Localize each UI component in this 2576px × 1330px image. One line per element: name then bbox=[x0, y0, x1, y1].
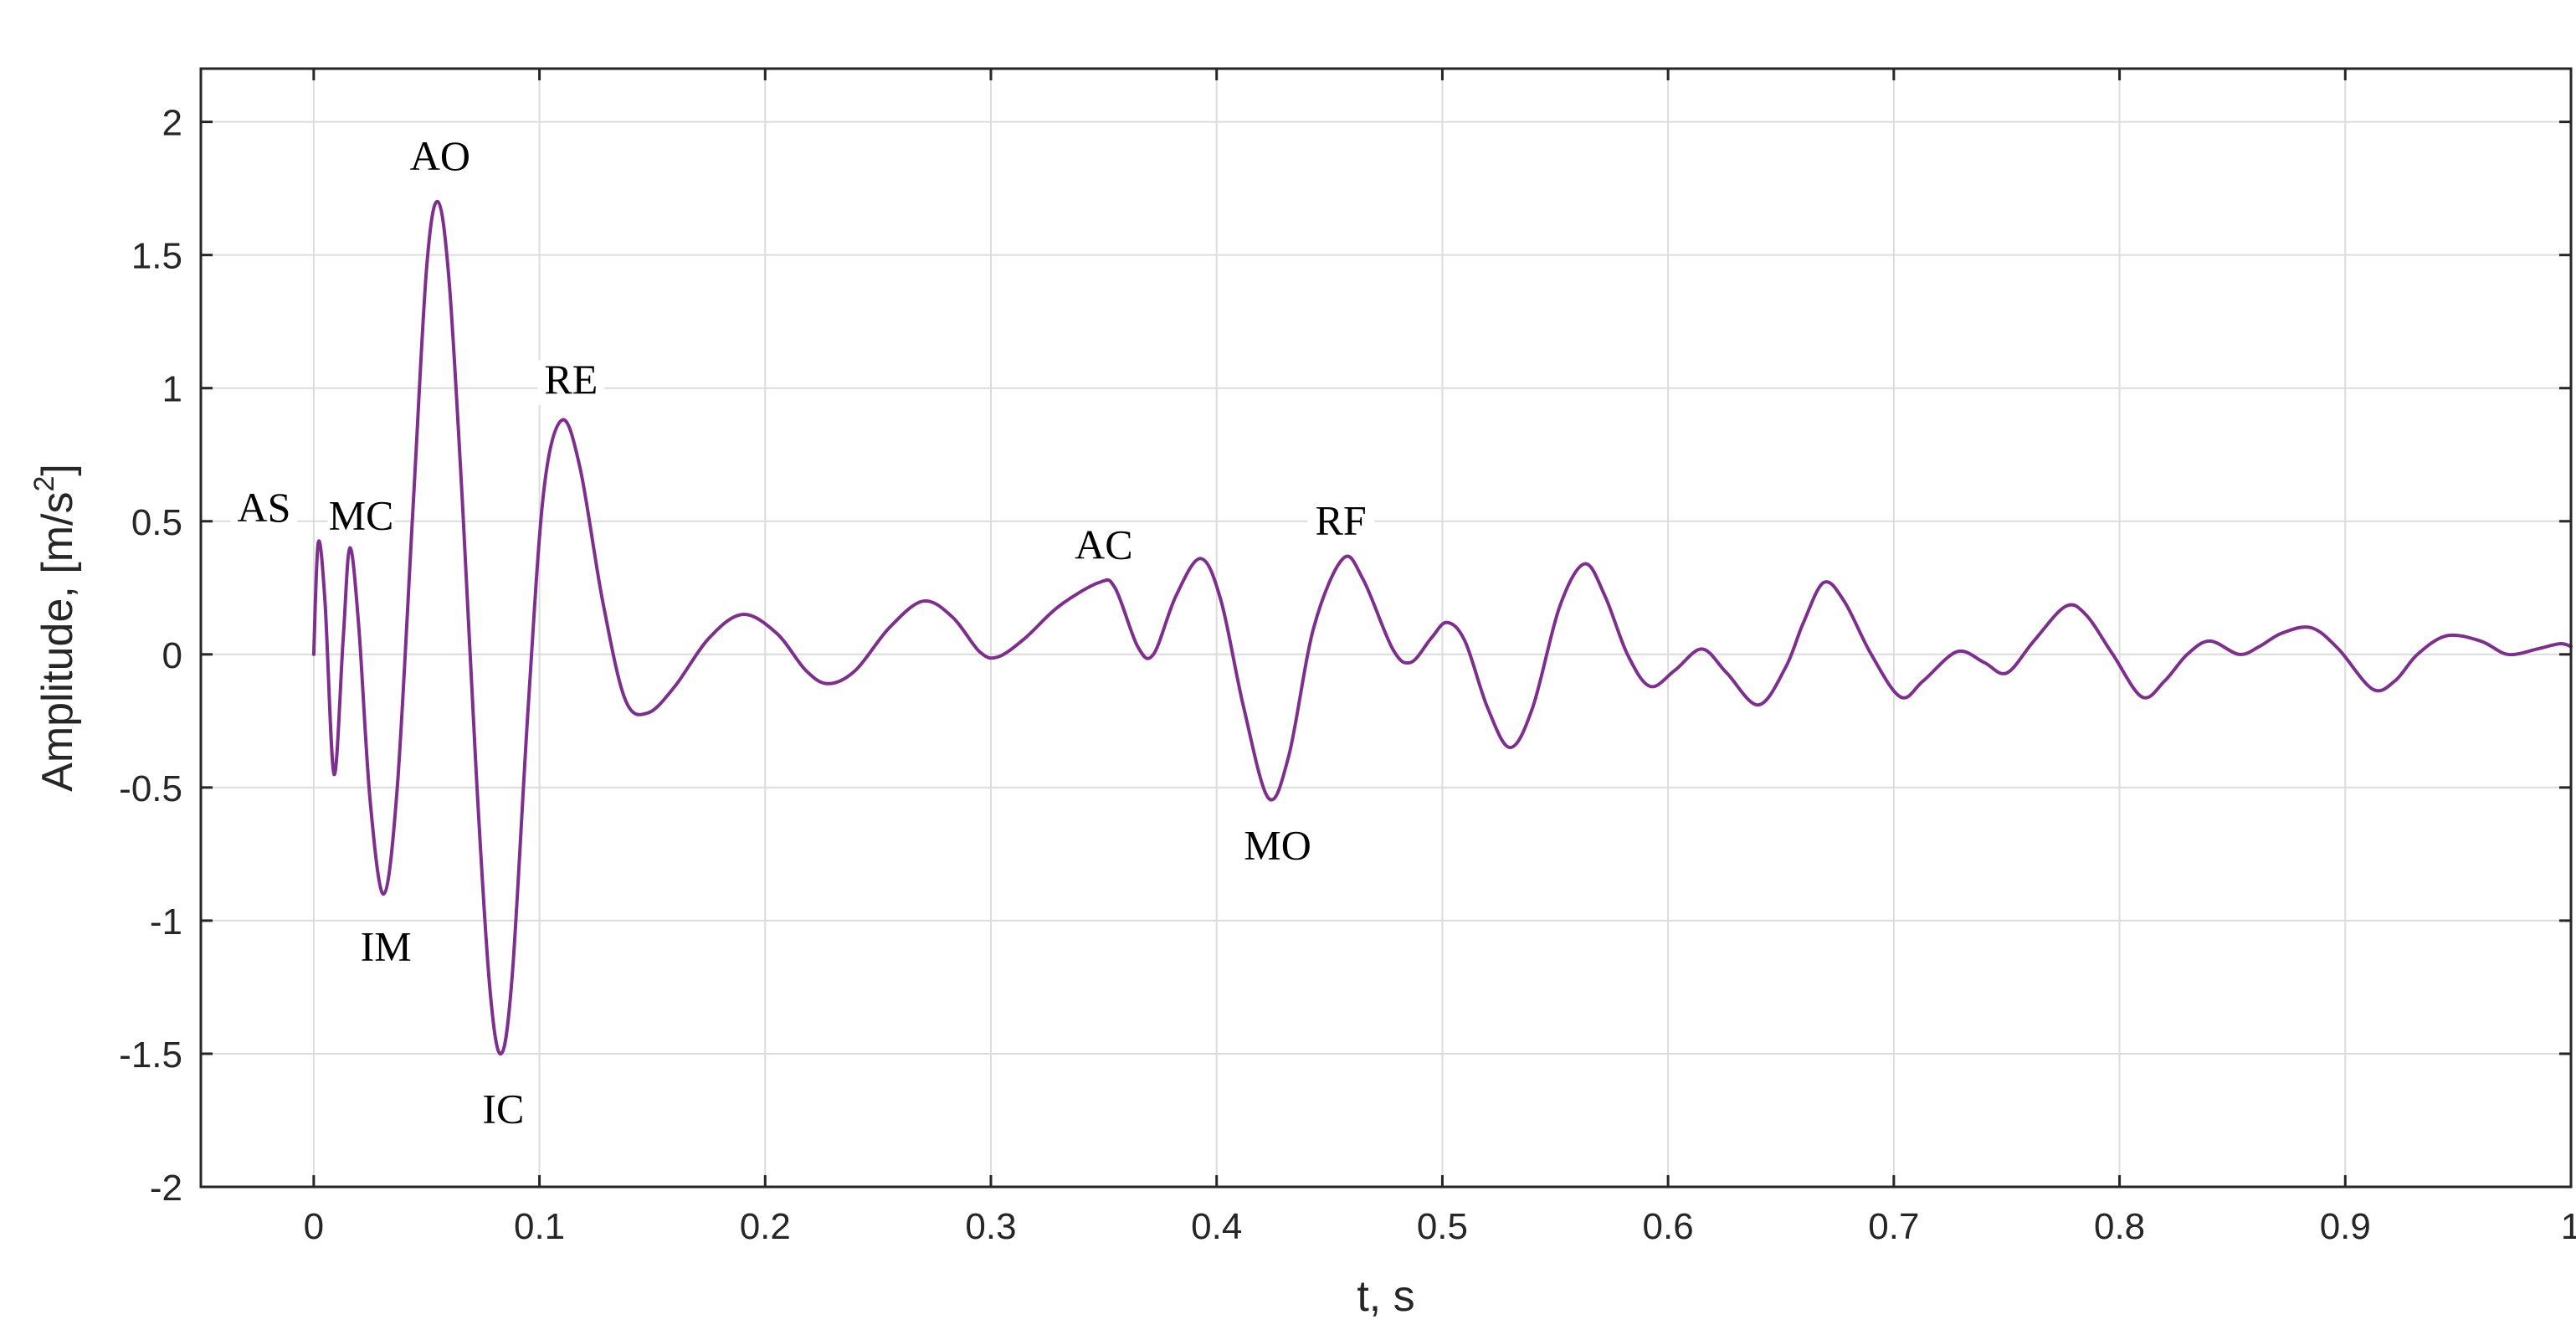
y-tick-label: 0.5 bbox=[131, 502, 182, 543]
y-tick-label: 0 bbox=[162, 635, 182, 676]
x-axis-label: t, s bbox=[1357, 1272, 1414, 1321]
series-layer bbox=[311, 199, 2573, 1056]
annotation-label: RE bbox=[544, 356, 598, 403]
y-tick-label: -1 bbox=[150, 901, 182, 942]
annotation-background bbox=[352, 927, 420, 973]
x-tick-label: 0.8 bbox=[2094, 1206, 2145, 1247]
annotation-background bbox=[1070, 525, 1137, 571]
plot-frame bbox=[199, 67, 2573, 1189]
x-tick-label: 0.7 bbox=[1868, 1206, 1919, 1247]
annotation-background bbox=[406, 136, 474, 182]
annotation-label: MC bbox=[329, 491, 394, 538]
annotation-background bbox=[1307, 501, 1375, 547]
y-tick-label: -0.5 bbox=[119, 768, 182, 809]
y-tick-label: 2 bbox=[162, 103, 182, 144]
x-tick-label: 0.9 bbox=[2320, 1206, 2371, 1247]
annotation-label: RF bbox=[1315, 497, 1366, 544]
annotation-label: IC bbox=[482, 1086, 524, 1132]
y-axis-label-main: Amplitude, [m/s bbox=[33, 492, 82, 792]
y-tick-label: 1 bbox=[162, 369, 182, 410]
annotation-label: AO bbox=[410, 132, 470, 179]
y-tick-label: 1.5 bbox=[131, 236, 182, 277]
annotations: AS MC AO RE IM IC AC RF MO bbox=[230, 132, 1375, 1135]
y-tick-label: -2 bbox=[150, 1168, 182, 1209]
x-tick-label: 1 bbox=[2561, 1206, 2576, 1247]
axis-ticks bbox=[201, 69, 2573, 1189]
annotation-label: IM bbox=[361, 923, 412, 970]
annotation-label: AS bbox=[238, 484, 291, 531]
x-tick-label: 0.5 bbox=[1417, 1206, 1468, 1247]
y-axis-label-superscript: 2 bbox=[28, 476, 60, 492]
x-tick-label: 0.4 bbox=[1191, 1206, 1242, 1247]
series-line bbox=[311, 199, 2573, 1056]
x-tick-label: 0.6 bbox=[1643, 1206, 1694, 1247]
x-tick-label: 0 bbox=[304, 1206, 324, 1247]
x-tick-label: 0.1 bbox=[514, 1206, 565, 1247]
annotation-label: AC bbox=[1075, 521, 1132, 567]
annotation-background bbox=[470, 1089, 537, 1135]
y-axis-label: Amplitude, [m/s2] bbox=[28, 464, 82, 792]
y-tick-label: -1.5 bbox=[119, 1035, 182, 1076]
x-tick-label: 0.3 bbox=[965, 1206, 1016, 1247]
annotation-label: MO bbox=[1244, 822, 1311, 869]
y-axis-label-close: ] bbox=[33, 464, 82, 475]
x-tick-label: 0.2 bbox=[740, 1206, 791, 1247]
annotation-background bbox=[327, 496, 395, 542]
tick-labels: 0 0.1 0.2 0.3 0.4 0.5 0.6 0.7 0.8 0.9 1 2 1.5 1 0.5 0 -0… bbox=[119, 103, 2576, 1247]
annotation-background bbox=[1244, 825, 1311, 871]
annotation-background bbox=[537, 360, 605, 406]
annotation-background bbox=[230, 487, 298, 533]
